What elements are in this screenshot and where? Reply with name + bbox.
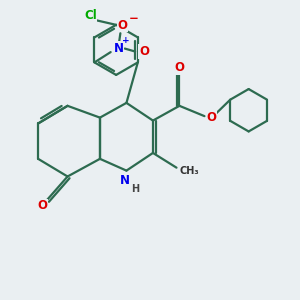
Text: N: N — [114, 42, 124, 55]
Text: O: O — [139, 45, 149, 58]
Text: −: − — [129, 12, 139, 25]
Text: H: H — [131, 184, 139, 194]
Text: O: O — [38, 200, 47, 212]
Text: CH₃: CH₃ — [180, 166, 200, 176]
Text: O: O — [118, 19, 128, 32]
Text: +: + — [122, 36, 130, 45]
Text: N: N — [120, 174, 130, 188]
Text: Cl: Cl — [84, 9, 97, 22]
Text: O: O — [207, 111, 217, 124]
Text: O: O — [174, 61, 184, 74]
